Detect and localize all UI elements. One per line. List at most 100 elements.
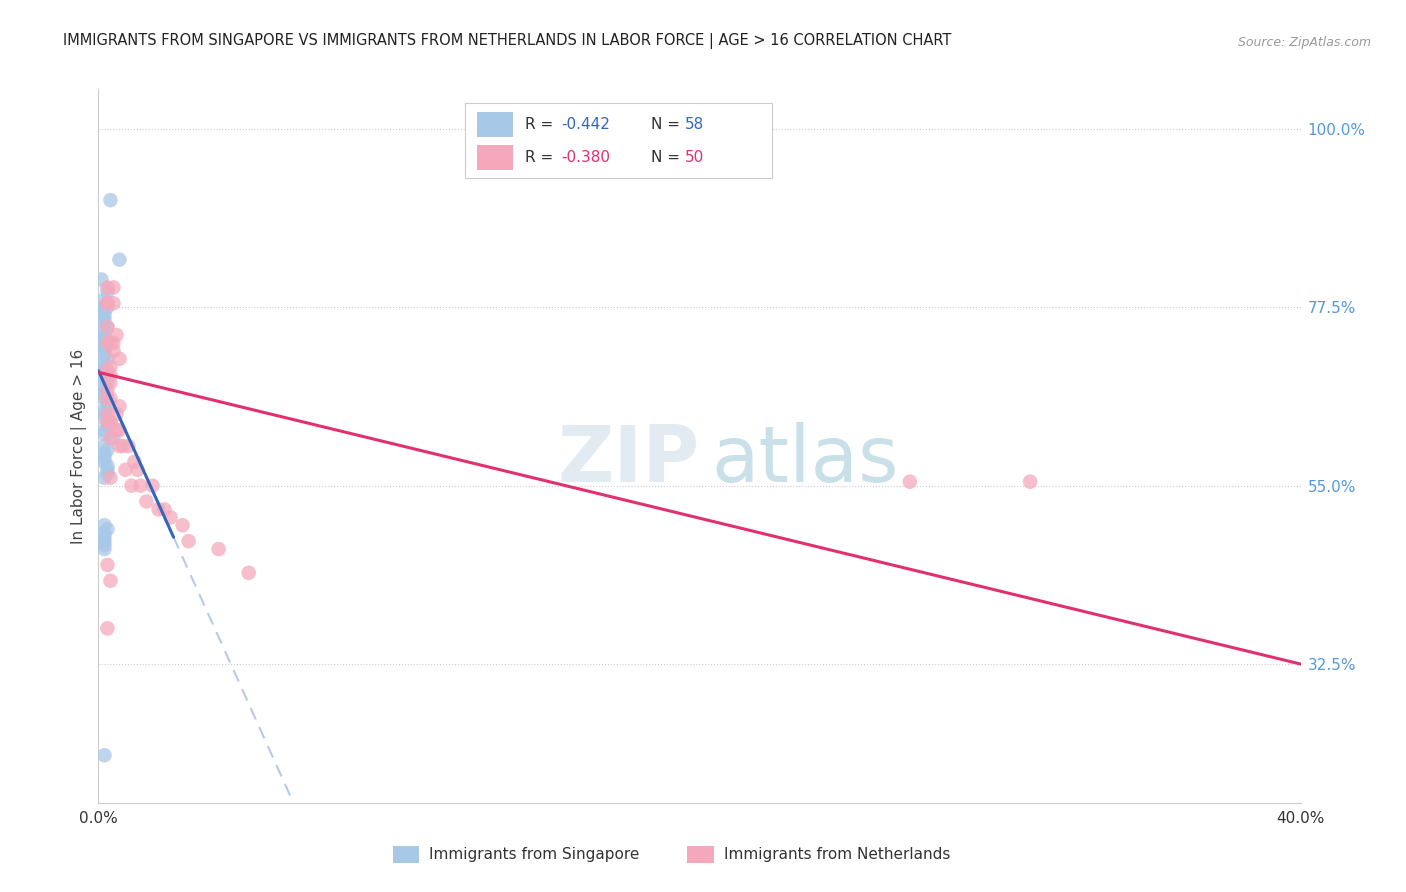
Point <box>93 518 115 533</box>
Point <box>177 534 200 549</box>
Point <box>108 400 131 414</box>
Point <box>114 463 136 477</box>
Point <box>96 442 118 457</box>
Point <box>100 431 122 445</box>
Point <box>93 407 115 421</box>
Point <box>96 415 118 429</box>
Point <box>96 376 118 390</box>
FancyBboxPatch shape <box>465 103 772 178</box>
Point <box>96 285 118 299</box>
Point <box>93 328 115 343</box>
Text: R =: R = <box>526 117 558 132</box>
Point <box>96 296 118 310</box>
Point <box>124 455 146 469</box>
Point <box>93 316 115 330</box>
Point <box>100 471 122 485</box>
Point <box>93 427 115 442</box>
Point <box>93 542 115 557</box>
Text: N =: N = <box>651 117 685 132</box>
Text: N =: N = <box>651 150 685 165</box>
Point <box>93 332 115 346</box>
Y-axis label: In Labor Force | Age > 16: In Labor Force | Age > 16 <box>72 349 87 543</box>
Point <box>100 368 122 382</box>
Point <box>93 526 115 541</box>
Point <box>96 384 118 398</box>
Point <box>1019 475 1042 489</box>
Bar <box>688 846 714 863</box>
Text: IMMIGRANTS FROM SINGAPORE VS IMMIGRANTS FROM NETHERLANDS IN LABOR FORCE | AGE > : IMMIGRANTS FROM SINGAPORE VS IMMIGRANTS … <box>63 33 952 49</box>
Point <box>96 458 118 473</box>
Text: ZIP: ZIP <box>557 422 700 499</box>
Point <box>103 343 125 358</box>
Point <box>93 748 115 763</box>
Point <box>108 423 131 437</box>
Point <box>153 502 176 516</box>
Point <box>96 400 118 414</box>
Point <box>100 193 122 207</box>
Text: Immigrants from Singapore: Immigrants from Singapore <box>429 847 640 862</box>
Text: R =: R = <box>526 150 558 165</box>
Point <box>141 478 163 492</box>
Point <box>93 403 115 417</box>
Point <box>238 566 260 580</box>
Point <box>93 335 115 350</box>
Text: atlas: atlas <box>711 422 898 499</box>
Point <box>93 308 115 322</box>
Point <box>103 296 125 310</box>
Point <box>100 392 122 406</box>
Point <box>96 395 118 409</box>
Point <box>96 463 118 477</box>
Point <box>96 419 118 434</box>
Point <box>96 280 118 294</box>
Point <box>108 439 131 453</box>
Point <box>93 312 115 326</box>
Point <box>93 423 115 437</box>
Point <box>93 447 115 461</box>
Point <box>96 467 118 481</box>
Point <box>172 518 194 533</box>
Bar <box>477 145 513 170</box>
Point <box>93 368 115 382</box>
Point <box>100 376 122 390</box>
Point <box>90 272 112 286</box>
Text: -0.380: -0.380 <box>561 150 610 165</box>
Point <box>93 384 115 398</box>
Point <box>96 558 118 572</box>
Point <box>93 324 115 338</box>
Point <box>96 320 118 334</box>
Point <box>93 340 115 354</box>
Point <box>898 475 921 489</box>
Point <box>96 351 118 366</box>
Point <box>93 359 115 374</box>
Point <box>93 534 115 549</box>
Point <box>93 455 115 469</box>
Point <box>96 407 118 421</box>
Point <box>105 328 128 343</box>
Point <box>105 423 128 437</box>
Point <box>208 542 231 557</box>
Text: -0.442: -0.442 <box>561 117 610 132</box>
Point <box>93 530 115 544</box>
Point <box>129 478 152 492</box>
Point <box>100 359 122 374</box>
Text: Source: ZipAtlas.com: Source: ZipAtlas.com <box>1237 36 1371 49</box>
Point <box>103 280 125 294</box>
Point <box>93 379 115 393</box>
Point <box>105 407 128 421</box>
Point <box>96 296 118 310</box>
Point <box>93 293 115 307</box>
Bar <box>392 846 419 863</box>
Point <box>93 348 115 362</box>
Point <box>100 415 122 429</box>
Point <box>108 351 131 366</box>
Point <box>96 364 118 378</box>
Point <box>93 300 115 314</box>
Point <box>93 411 115 425</box>
Point <box>93 356 115 370</box>
Point <box>93 387 115 401</box>
Text: 58: 58 <box>685 117 704 132</box>
Point <box>135 494 157 508</box>
Point <box>93 300 115 314</box>
Point <box>96 522 118 536</box>
Point <box>96 335 118 350</box>
